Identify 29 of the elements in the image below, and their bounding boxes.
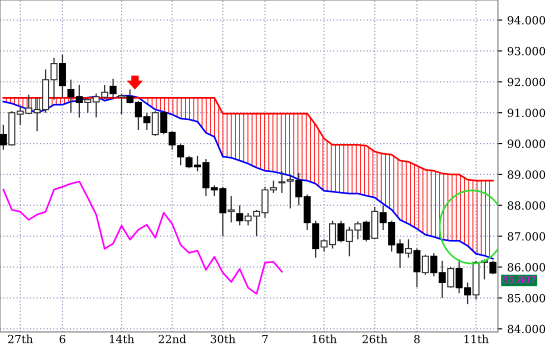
y-tick-label: 85.000 [508, 294, 546, 302]
y-tick-label: 86.000 [508, 263, 546, 272]
x-tick-label: 8 [414, 334, 420, 344]
line-series [2, 180, 283, 295]
x-tick-label: 16th [312, 334, 337, 344]
candlestick [118, 92, 126, 115]
candlestick [447, 266, 454, 288]
y-tick-label: 90.000 [508, 140, 546, 148]
x-tick-label: 26th [362, 334, 388, 344]
x-tick-label: 6 [60, 334, 66, 344]
y-tick-label: 88.000 [508, 201, 546, 210]
x-tick-label: 14th [110, 334, 134, 344]
x-tick-label: 11th [464, 334, 489, 344]
y-tick-label: 84.000 [508, 324, 546, 334]
y-tick-label: 87.000 [508, 232, 546, 241]
y-tick-label: 89.000 [508, 170, 546, 179]
text: 85.807 [502, 276, 536, 284]
y-tick-label: 91.000 [508, 108, 546, 118]
x-tick-label: 27th [8, 334, 33, 344]
x-tick-label: 22nd [158, 334, 186, 344]
candlestick [152, 110, 159, 136]
y-tick-label: 93.000 [508, 46, 546, 56]
x-tick-label: 7 [262, 335, 268, 344]
candlestick [404, 238, 412, 258]
candlestick [228, 195, 235, 223]
y-tick-label: 92.000 [508, 78, 546, 86]
x-tick-label: 30th [210, 334, 236, 344]
y-tick-label: 94.000 [508, 16, 546, 24]
candlestick [422, 254, 429, 276]
